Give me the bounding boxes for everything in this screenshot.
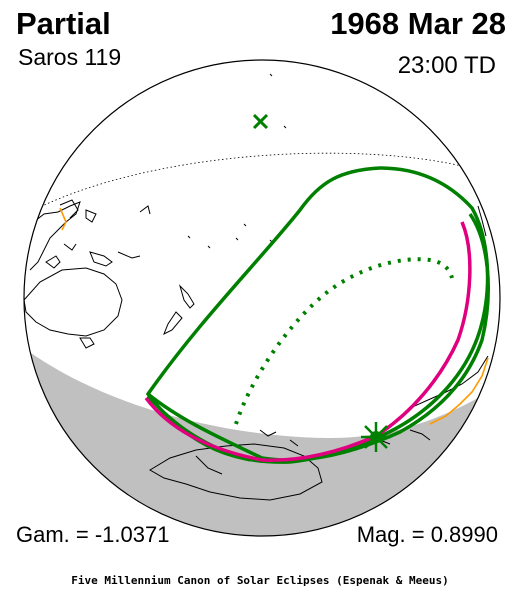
x-cross-icon [252, 113, 269, 130]
gamma-value: Gam. = -1.0371 [16, 522, 170, 547]
globe-rim [23, 59, 501, 537]
magnitude-value: Mag. = 0.8990 [356, 522, 498, 547]
credit-line: Five Millennium Canon of Solar Eclipses … [71, 574, 449, 587]
sun-star-icon [361, 422, 391, 452]
eclipse-type-title: Partial [16, 6, 111, 41]
eclipse-date: 1968 Mar 28 [330, 6, 506, 41]
saros-label: Saros 119 [18, 44, 122, 70]
eclipse-time: 23:00 TD [397, 52, 496, 79]
